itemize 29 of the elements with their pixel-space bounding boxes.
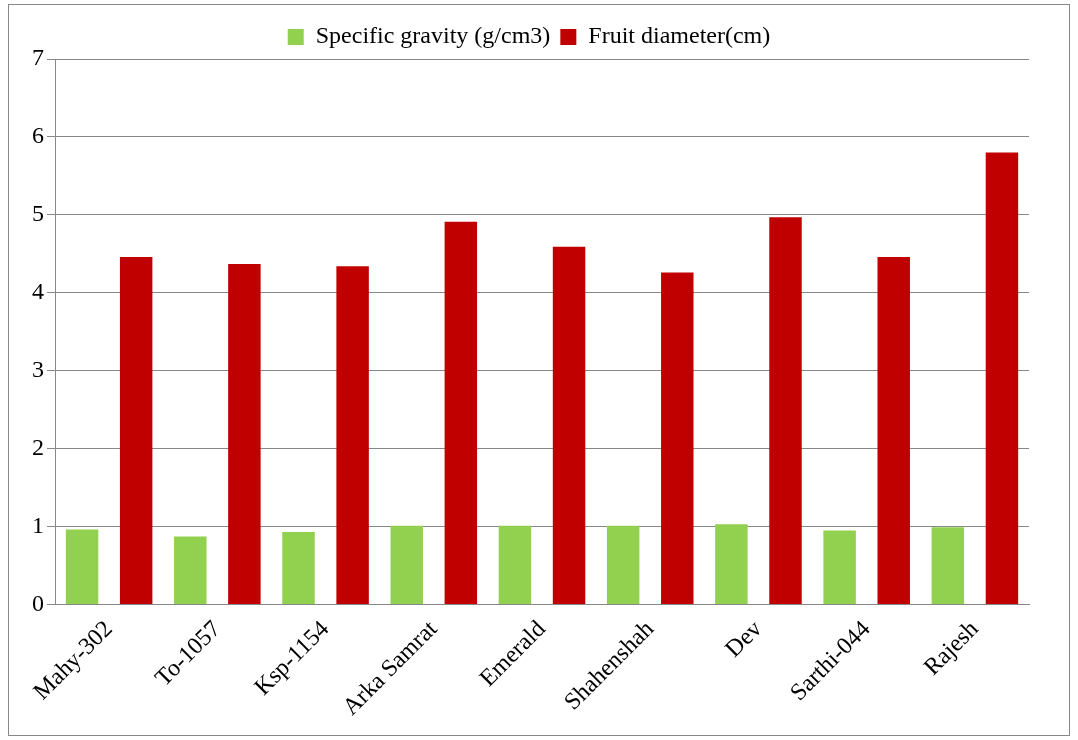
y-tick-label: 5 — [32, 200, 44, 227]
bar — [174, 536, 207, 604]
y-tick-label: 4 — [32, 278, 44, 305]
bar — [336, 266, 369, 604]
legend-label: Specific gravity (g/cm3) — [315, 22, 551, 49]
bar — [877, 256, 910, 604]
bar — [931, 527, 965, 604]
y-tick-label: 3 — [32, 355, 44, 382]
y-tick-label: 0 — [32, 589, 44, 616]
y-tick-label: 6 — [32, 122, 44, 149]
bar — [498, 525, 532, 604]
y-tick-label: 2 — [32, 433, 44, 460]
bar — [769, 217, 802, 604]
bar — [715, 524, 748, 604]
x-tick-label: Dev — [719, 615, 767, 662]
bar — [661, 272, 694, 604]
bar — [823, 530, 856, 604]
bar — [282, 531, 315, 604]
bar — [985, 152, 1019, 604]
y-tick-label: 1 — [32, 511, 44, 538]
bar — [65, 529, 99, 604]
bar — [444, 221, 478, 604]
bar — [228, 263, 261, 604]
bar — [390, 525, 423, 604]
bar — [552, 246, 586, 604]
legend-label: Fruit diameter(cm) — [588, 22, 771, 49]
bar — [606, 525, 640, 604]
bar — [119, 256, 153, 604]
y-tick-label: 7 — [32, 44, 44, 71]
